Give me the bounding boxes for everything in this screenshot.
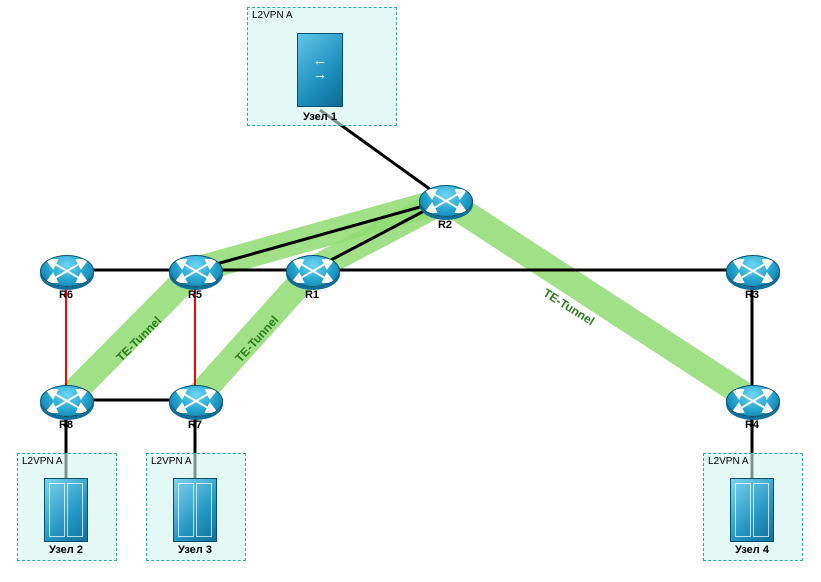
- te-tunnel-path: [445, 200, 752, 400]
- router-label: R8: [59, 419, 73, 431]
- router-R5[interactable]: R5: [169, 255, 221, 285]
- switch-label: Узел 1: [303, 111, 337, 123]
- server-icon: [44, 478, 88, 542]
- switch-node[interactable]: ←→Узел 1: [297, 33, 343, 107]
- server-node4[interactable]: Узел 4: [730, 478, 774, 542]
- server-label: Узел 4: [735, 544, 769, 556]
- te-tunnel-path: [195, 200, 445, 400]
- router-label: R2: [438, 219, 452, 231]
- l2vpn-label: L2VPN A: [252, 10, 293, 21]
- router-label: R5: [188, 289, 202, 301]
- router-label: R6: [59, 289, 73, 301]
- l2vpn-label: L2VPN A: [151, 456, 192, 467]
- te-tunnel-path: [66, 200, 445, 400]
- l2vpn-label: L2VPN A: [708, 456, 749, 467]
- router-R1[interactable]: R1: [286, 255, 338, 285]
- router-R2[interactable]: R2: [419, 185, 471, 215]
- router-icon: [40, 385, 94, 417]
- router-R6[interactable]: R6: [40, 255, 92, 285]
- router-icon: [169, 385, 223, 417]
- router-label: R3: [745, 289, 759, 301]
- router-R4[interactable]: R4: [726, 385, 778, 415]
- router-icon: [419, 185, 473, 217]
- tunnel-label: TE-Tunnel: [114, 314, 165, 365]
- router-label: R1: [305, 289, 319, 301]
- server-icon: [730, 478, 774, 542]
- arrows-icon: ←→: [298, 54, 342, 82]
- l2vpn-label: L2VPN A: [22, 456, 63, 467]
- router-icon: [726, 385, 780, 417]
- router-R7[interactable]: R7: [169, 385, 221, 415]
- server-label: Узел 3: [178, 544, 212, 556]
- server-node2[interactable]: Узел 2: [44, 478, 88, 542]
- router-R8[interactable]: R8: [40, 385, 92, 415]
- router-label: R7: [188, 419, 202, 431]
- switch-icon: ←→: [297, 33, 343, 107]
- router-icon: [286, 255, 340, 287]
- router-R3[interactable]: R3: [726, 255, 778, 285]
- server-icon: [173, 478, 217, 542]
- server-node3[interactable]: Узел 3: [173, 478, 217, 542]
- server-label: Узел 2: [49, 544, 83, 556]
- router-label: R4: [745, 419, 759, 431]
- tunnel-label: TE-Tunnel: [232, 313, 281, 365]
- router-icon: [726, 255, 780, 287]
- tunnel-label: TE-Tunnel: [541, 286, 597, 328]
- router-icon: [169, 255, 223, 287]
- router-icon: [40, 255, 94, 287]
